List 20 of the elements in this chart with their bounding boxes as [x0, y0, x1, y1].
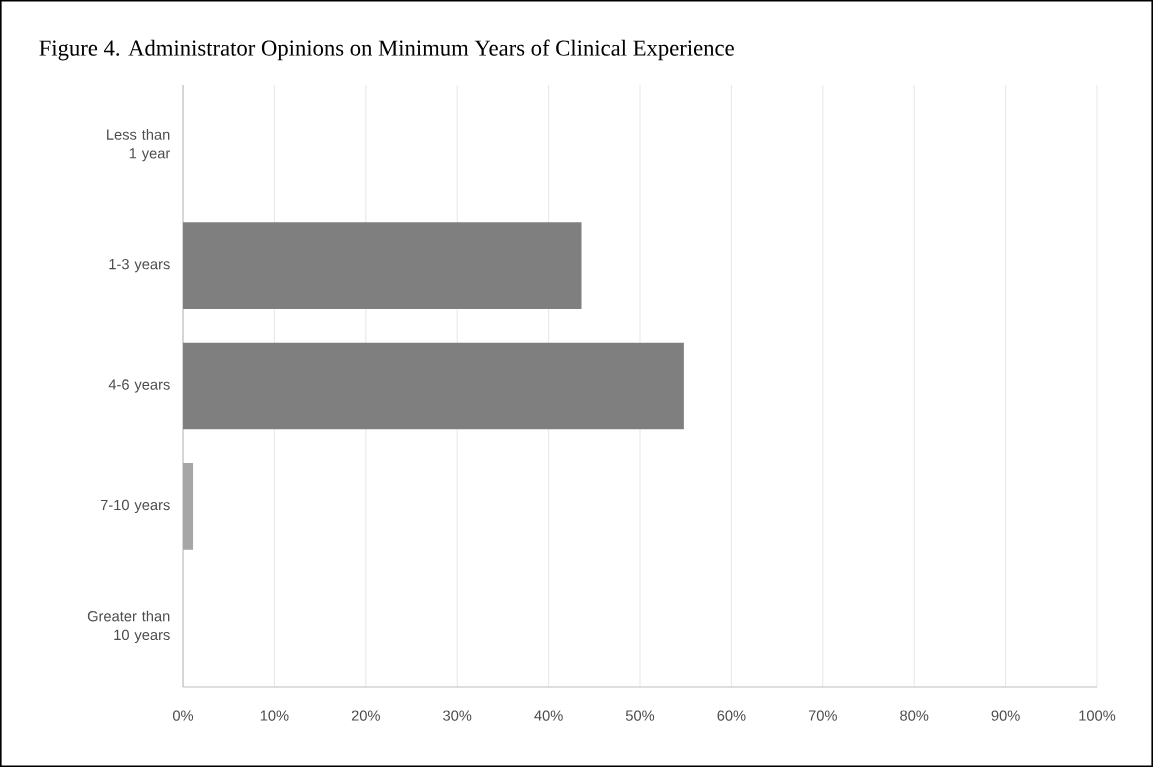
chart-title: Figure 4. Administrator Opinions on Minimum Years of Clinical Experience — [39, 39, 734, 61]
x-tick-label: 50% — [625, 710, 655, 721]
x-tick-label: 100% — [1079, 710, 1116, 721]
y-tick-label: 7-10 years — [100, 499, 170, 514]
x-tick-label: 30% — [443, 710, 472, 721]
x-tick-label: 10% — [260, 710, 289, 721]
y-tick-label: 4-6 years — [108, 379, 170, 393]
x-tick-label: 0% — [172, 710, 194, 721]
bar — [183, 463, 194, 550]
x-tick-label: 90% — [991, 710, 1020, 721]
bar — [183, 222, 582, 309]
x-tick-label: 40% — [534, 710, 563, 721]
y-tick-label: 1-3 years — [109, 258, 170, 273]
y-tick-label: Less than 1 year — [107, 129, 171, 162]
x-tick-label: 70% — [808, 710, 837, 721]
x-tick-label: 20% — [351, 710, 380, 721]
x-tick-label: 60% — [717, 710, 746, 721]
y-tick-label: Greater than 10 years — [87, 610, 170, 643]
bar — [183, 342, 684, 430]
x-tick-label: 80% — [900, 710, 929, 721]
